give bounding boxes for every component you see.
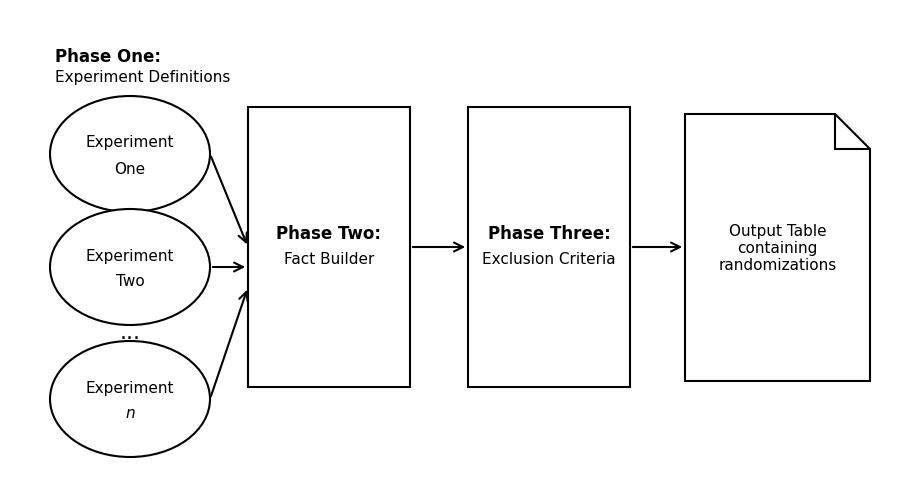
Text: Experiment Definitions: Experiment Definitions [55, 70, 230, 85]
Text: Experiment: Experiment [86, 248, 175, 263]
Text: Output Table
containing
randomizations: Output Table containing randomizations [718, 223, 836, 273]
Text: One: One [115, 161, 146, 176]
Text: ...: ... [119, 322, 140, 342]
Text: Fact Builder: Fact Builder [284, 252, 374, 267]
Bar [468, 108, 630, 387]
Ellipse shape [50, 97, 210, 212]
Text: Exclusion Criteria: Exclusion Criteria [482, 252, 615, 267]
Ellipse shape [50, 341, 210, 457]
Text: Experiment: Experiment [86, 380, 175, 395]
Text: Two: Two [116, 274, 144, 289]
Text: Experiment: Experiment [86, 135, 175, 150]
Bar [248, 108, 410, 387]
Polygon shape [685, 115, 870, 381]
Text: Phase One:: Phase One: [55, 48, 161, 66]
Text: n: n [125, 406, 135, 421]
Text: Phase Two:: Phase Two: [276, 224, 382, 242]
Text: Phase Three:: Phase Three: [488, 224, 611, 242]
Ellipse shape [50, 209, 210, 325]
